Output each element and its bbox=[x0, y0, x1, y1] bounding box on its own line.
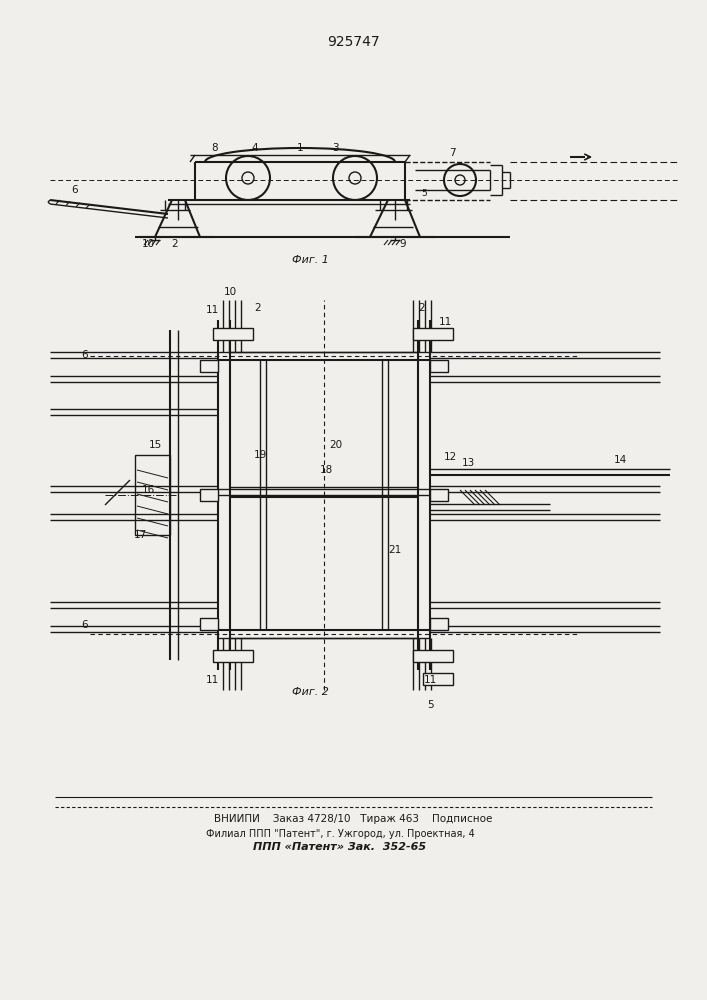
Text: 9: 9 bbox=[399, 239, 407, 249]
Text: 2: 2 bbox=[172, 239, 178, 249]
Text: 1: 1 bbox=[297, 143, 303, 153]
Bar bbox=[413, 328, 453, 340]
Text: 4: 4 bbox=[252, 143, 258, 153]
Text: Фиг. 1: Фиг. 1 bbox=[291, 255, 329, 265]
Bar bbox=[430, 489, 448, 501]
Text: 5: 5 bbox=[421, 190, 427, 198]
Bar bbox=[135, 455, 170, 535]
Text: 11: 11 bbox=[205, 305, 218, 315]
Text: 11: 11 bbox=[205, 675, 218, 685]
Bar bbox=[430, 360, 448, 372]
Bar bbox=[200, 618, 218, 630]
Text: 19: 19 bbox=[253, 450, 267, 460]
Text: 18: 18 bbox=[320, 465, 332, 475]
Text: ППП «Патент» Зак.  352-65: ППП «Патент» Зак. 352-65 bbox=[253, 842, 426, 852]
Text: 3: 3 bbox=[332, 143, 339, 153]
Text: 21: 21 bbox=[388, 545, 402, 555]
Text: 10: 10 bbox=[141, 239, 155, 249]
Bar bbox=[430, 618, 448, 630]
Text: 12: 12 bbox=[443, 452, 457, 462]
Text: 11: 11 bbox=[438, 317, 452, 327]
Text: 11: 11 bbox=[423, 675, 437, 685]
Text: 10: 10 bbox=[223, 287, 237, 297]
Text: 925747: 925747 bbox=[327, 35, 380, 49]
Bar bbox=[200, 489, 218, 501]
Text: 7: 7 bbox=[449, 148, 455, 158]
Text: 6: 6 bbox=[82, 350, 88, 360]
Text: 17: 17 bbox=[134, 530, 146, 540]
Text: 15: 15 bbox=[148, 440, 162, 450]
Text: 5: 5 bbox=[427, 700, 433, 710]
Text: 6: 6 bbox=[71, 185, 78, 195]
Text: 2: 2 bbox=[419, 303, 426, 313]
Bar bbox=[200, 360, 218, 372]
Text: 2: 2 bbox=[255, 303, 262, 313]
Text: 6: 6 bbox=[82, 620, 88, 630]
Text: 13: 13 bbox=[462, 458, 474, 468]
Text: 16: 16 bbox=[141, 485, 155, 495]
Bar bbox=[423, 673, 453, 685]
Bar bbox=[213, 328, 253, 340]
Bar bbox=[413, 650, 453, 662]
Text: Филиал ППП "Патент", г. Ужгород, ул. Проектная, 4: Филиал ППП "Патент", г. Ужгород, ул. Про… bbox=[206, 829, 474, 839]
Text: ВНИИПИ    Заказ 4728/10   Тираж 463    Подписное: ВНИИПИ Заказ 4728/10 Тираж 463 Подписное bbox=[214, 814, 492, 824]
Bar bbox=[213, 650, 253, 662]
Text: 20: 20 bbox=[329, 440, 343, 450]
Text: 8: 8 bbox=[211, 143, 218, 153]
Text: Фиг. 2: Фиг. 2 bbox=[291, 687, 329, 697]
Text: 14: 14 bbox=[614, 455, 626, 465]
